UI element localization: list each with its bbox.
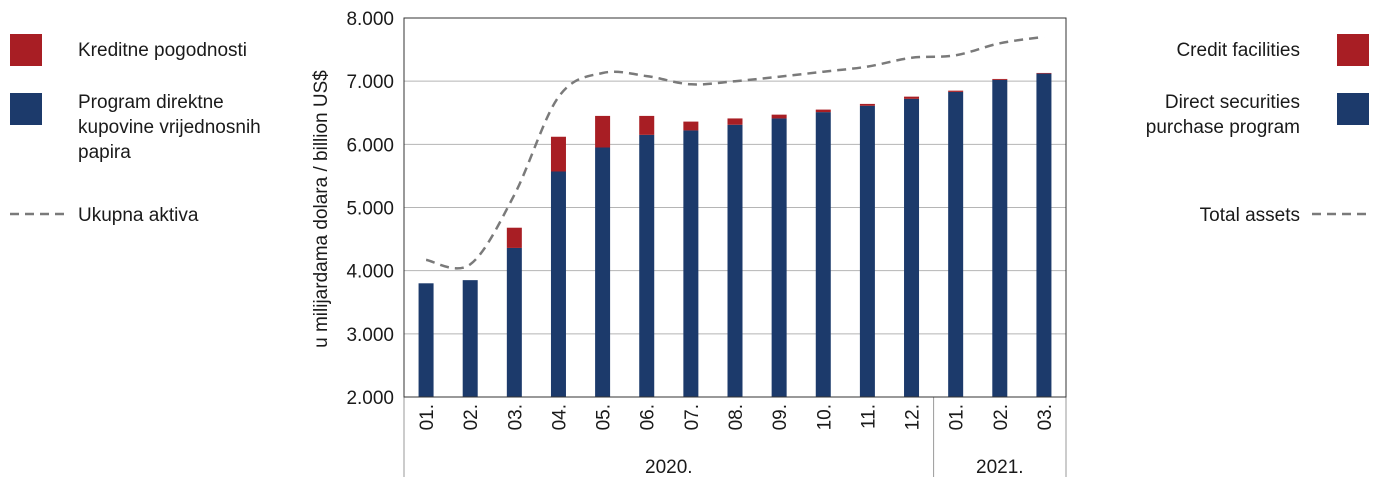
x-tick-label: 08. (726, 404, 747, 430)
x-year-label: 2020. (645, 457, 693, 477)
bar-credit (727, 118, 743, 125)
legend-credit-label-en: Credit facilities (1176, 40, 1300, 61)
plot-frame (403, 17, 1067, 398)
legend-left: Kreditne pogodnosti Program direktne kup… (10, 34, 261, 226)
y-tick-label: 7.000 (346, 72, 394, 93)
bar-securities (727, 124, 743, 398)
bar-securities (462, 280, 478, 397)
total-assets-line-layer (425, 35, 1045, 270)
x-tick-label: 11. (858, 404, 879, 429)
legend-securities-label-en-line2: purchase program (1146, 117, 1300, 138)
bar-credit (506, 227, 522, 248)
legend-securities-swatch-en (1337, 93, 1369, 125)
x-tick-label: 02. (461, 404, 482, 430)
bar-securities (595, 147, 611, 397)
x-year-label: 2021. (976, 457, 1024, 477)
legend-securities-label-line1: Program direktne (78, 92, 224, 113)
bar-securities (815, 112, 831, 397)
x-tick-label: 04. (549, 404, 570, 430)
y-tick-label: 5.000 (346, 199, 394, 220)
x-tick-label: 03. (505, 404, 526, 430)
x-axis: 01. 02. 03. 04. 05. 06. 07. 08. 09. 10. 11. 12. 01. 0… (403, 397, 1067, 477)
y-tick-label: 3.000 (346, 325, 394, 346)
bar-credit (683, 121, 699, 131)
bar-securities (771, 118, 787, 397)
y-tick-label: 2.000 (346, 388, 394, 409)
bar-securities (683, 130, 699, 398)
bar-securities (550, 171, 566, 397)
y-tick-label: 8.000 (346, 9, 394, 30)
x-tick-label: 02. (991, 404, 1012, 430)
bar-credit (992, 78, 1008, 80)
legend-securities-label-line2: kupovine vrijednosnih (78, 117, 261, 138)
bar-credit (550, 136, 566, 172)
legend-securities-label-line3: papira (78, 142, 131, 163)
legend-credit-swatch-en (1337, 34, 1369, 66)
x-tick-label: 01. (947, 404, 968, 430)
bar-credit (1036, 72, 1052, 74)
legend-total-label: Ukupna aktiva (78, 205, 199, 226)
x-tick-label: 05. (594, 404, 615, 430)
bar-securities (1036, 73, 1052, 397)
bar-securities (639, 134, 655, 397)
x-tick-label: 03. (1035, 404, 1056, 430)
bar-credit (904, 96, 920, 99)
bar-securities (992, 79, 1008, 398)
y-axis-ticks: 2.000 3.000 4.000 5.000 6.000 7.000 8.000 (346, 9, 394, 409)
bar-securities (859, 105, 875, 397)
bar-securities (948, 91, 964, 397)
x-tick-label: 07. (682, 404, 703, 430)
bar-securities (506, 247, 522, 397)
bar-credit (859, 103, 875, 106)
y-tick-label: 6.000 (346, 135, 394, 156)
bars (418, 72, 1052, 398)
y-tick-label: 4.000 (346, 262, 394, 283)
x-tick-label: 09. (770, 404, 791, 430)
legend-credit-swatch (10, 34, 42, 66)
bar-credit (639, 115, 655, 135)
y-axis-title: u milijardama dolara / billion US$ (311, 70, 332, 348)
legend-securities-swatch (10, 93, 42, 125)
bar-credit (815, 109, 831, 113)
bar-securities (418, 283, 434, 397)
bar-credit (771, 114, 787, 119)
bar-securities (904, 98, 920, 397)
x-tick-label: 06. (638, 404, 659, 430)
bar-credit (595, 115, 611, 148)
legend-total-label-en: Total assets (1200, 205, 1300, 226)
legend-right: Credit facilities Direct securities purc… (1146, 34, 1370, 226)
x-tick-label: 01. (417, 404, 438, 430)
legend-securities-label-en-line1: Direct securities (1165, 92, 1300, 113)
x-tick-label: 12. (903, 404, 924, 430)
total-assets-line (425, 35, 1045, 270)
legend-credit-label: Kreditne pogodnosti (78, 40, 247, 61)
x-tick-label: 10. (814, 404, 835, 430)
bar-credit (948, 90, 964, 92)
